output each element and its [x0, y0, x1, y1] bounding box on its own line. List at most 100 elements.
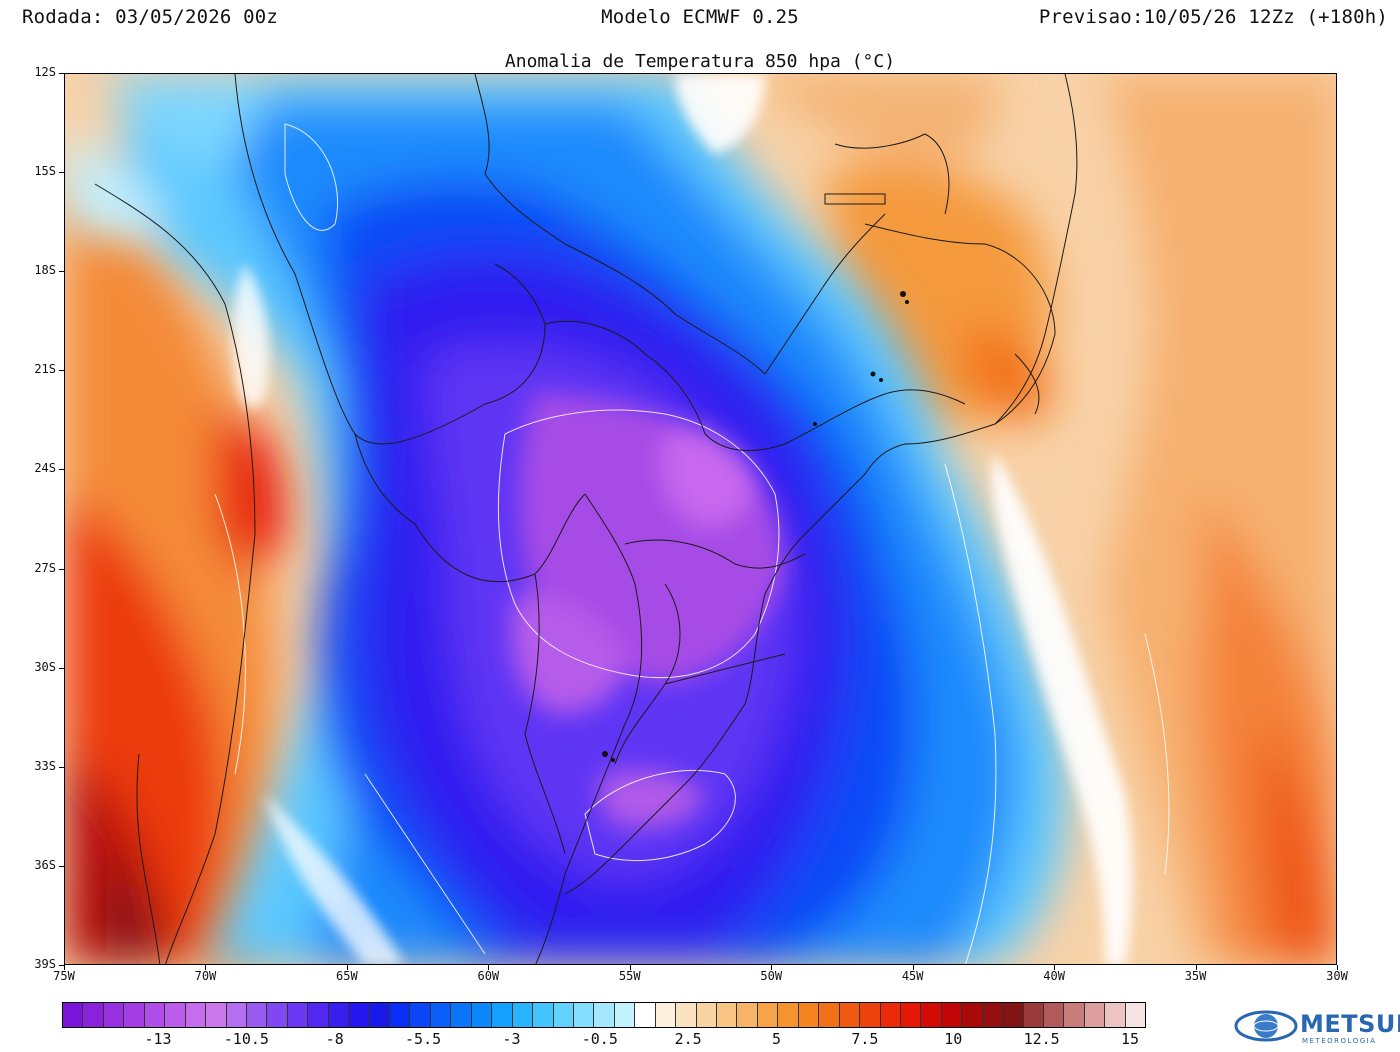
latitude-tick-label: 33S	[34, 758, 56, 773]
colorbar-swatch	[492, 1003, 513, 1027]
run-date-label: Rodada: 03/05/2026 00z	[22, 6, 279, 28]
latitude-tick-label: 21S	[34, 362, 56, 377]
colorbar-swatch	[267, 1003, 288, 1027]
colorbar-swatch	[737, 1003, 758, 1027]
colorbar-swatch	[533, 1003, 554, 1027]
colorbar-swatch	[63, 1003, 84, 1027]
temperature-anomaly-map	[64, 73, 1337, 965]
latitude-tick	[59, 73, 64, 74]
longitude-tick	[913, 965, 914, 970]
colorbar-swatch	[512, 1003, 534, 1027]
latitude-tick	[59, 866, 64, 867]
latitude-tick	[59, 370, 64, 371]
latitude-tick	[59, 469, 64, 470]
colorbar-swatch	[696, 1003, 717, 1027]
colorbar-swatch	[635, 1003, 656, 1027]
longitude-tick-label: 75W	[53, 969, 75, 983]
colorbar-tick-label: 5	[772, 1030, 782, 1048]
latitude-tick-label: 15S	[34, 164, 56, 179]
longitude-tick-label: 60W	[477, 969, 500, 983]
latitude-tick-label: 36S	[34, 857, 56, 872]
colorbar-tick-label: -0.5	[581, 1030, 618, 1048]
colorbar-swatch	[757, 1003, 779, 1027]
neutral-anomaly-band	[233, 74, 1133, 964]
colorbar-swatch	[1125, 1003, 1146, 1027]
model-label: Modelo ECMWF 0.25	[601, 6, 799, 28]
colorbar-swatch	[860, 1003, 881, 1027]
colorbar-swatch	[1023, 1003, 1044, 1027]
latitude-tick-label: 18S	[34, 263, 56, 278]
colorbar-swatch	[103, 1003, 125, 1027]
latitude-tick	[59, 668, 64, 669]
colorbar-tick-label: 10	[944, 1030, 963, 1048]
colorbar-swatch	[185, 1003, 207, 1027]
colorbar-swatch	[349, 1003, 370, 1027]
longitude-tick-label: 55W	[618, 969, 641, 983]
colorbar-swatch	[1105, 1003, 1126, 1027]
longitude-tick-label: 30W	[1326, 969, 1348, 983]
longitude-tick-label: 50W	[760, 969, 783, 983]
longitude-tick	[488, 965, 489, 970]
longitude-tick	[630, 965, 631, 970]
colorbar-swatch	[982, 1003, 1004, 1027]
longitude-tick	[1337, 965, 1338, 970]
colorbar-swatch	[144, 1003, 166, 1027]
colorbar-tick-label: 12.5	[1023, 1030, 1060, 1048]
colorbar-swatch	[1003, 1003, 1024, 1027]
colorbar-swatch	[880, 1003, 901, 1027]
map-canvas	[65, 74, 1336, 964]
colorbar-swatch	[451, 1003, 472, 1027]
colorbar-swatch	[941, 1003, 963, 1027]
colorbar	[62, 1002, 1146, 1028]
latitude-tick-label: 12S	[34, 65, 56, 79]
colorbar-swatch	[471, 1003, 493, 1027]
colorbar-swatch	[206, 1003, 227, 1027]
latitude-tick-label: 30S	[34, 659, 56, 674]
colorbar-swatch	[962, 1003, 983, 1027]
latitude-tick	[59, 271, 64, 272]
logo-name: METSUL	[1300, 1010, 1400, 1038]
latitude-tick	[59, 172, 64, 173]
forecast-time-label: Previsao:10/05/26 12Zz (+180h)	[1038, 6, 1388, 28]
colorbar-swatch	[819, 1003, 840, 1027]
colorbar-swatch	[410, 1003, 431, 1027]
colorbar-swatch	[553, 1003, 574, 1027]
colorbar-swatch	[246, 1003, 268, 1027]
latitude-tick	[59, 767, 64, 768]
metsul-logo: METSUL METEOROLOGIA	[1232, 1004, 1400, 1048]
colorbar-swatch	[900, 1003, 922, 1027]
globe-icon	[1234, 1010, 1298, 1042]
longitude-tick	[347, 965, 348, 970]
longitude-tick	[1054, 965, 1055, 970]
anomaly-contours	[214, 123, 1170, 964]
longitude-tick-label: 35W	[1184, 969, 1207, 983]
colorbar-swatch	[1044, 1003, 1065, 1027]
colorbar-swatch	[1064, 1003, 1085, 1027]
colorbar-tick-label: 7.5	[851, 1030, 879, 1048]
colorbar-swatch	[676, 1003, 697, 1027]
lakes	[602, 291, 909, 762]
colorbar-swatch	[287, 1003, 309, 1027]
longitude-tick	[771, 965, 772, 970]
colorbar-swatch	[226, 1003, 247, 1027]
colorbar-swatch	[124, 1003, 145, 1027]
warm-anomaly-field	[755, 74, 1336, 964]
colorbar-swatch	[1084, 1003, 1106, 1027]
longitude-tick-label: 65W	[336, 969, 358, 983]
colorbar-tick-label: 15	[1120, 1030, 1140, 1048]
logo-subtitle: METEOROLOGIA	[1302, 1037, 1377, 1045]
colorbar-swatch	[328, 1003, 350, 1027]
colorbar-swatch	[921, 1003, 942, 1027]
colorbar-swatch	[165, 1003, 186, 1027]
colorbar-swatch	[614, 1003, 636, 1027]
colorbar-tick-label: -10.5	[223, 1030, 269, 1048]
colorbar-swatch	[839, 1003, 861, 1027]
longitude-tick-label: 40W	[1043, 969, 1065, 983]
colorbar-swatch	[655, 1003, 677, 1027]
colorbar-tick-label: -8	[325, 1030, 344, 1048]
political-boundaries	[94, 74, 1078, 964]
map-title: Anomalia de Temperatura 850 hpa (°C)	[504, 51, 896, 72]
strongest-cold-core	[511, 394, 785, 828]
colorbar-tick-label: -13	[144, 1030, 172, 1048]
latitude-tick	[59, 569, 64, 570]
